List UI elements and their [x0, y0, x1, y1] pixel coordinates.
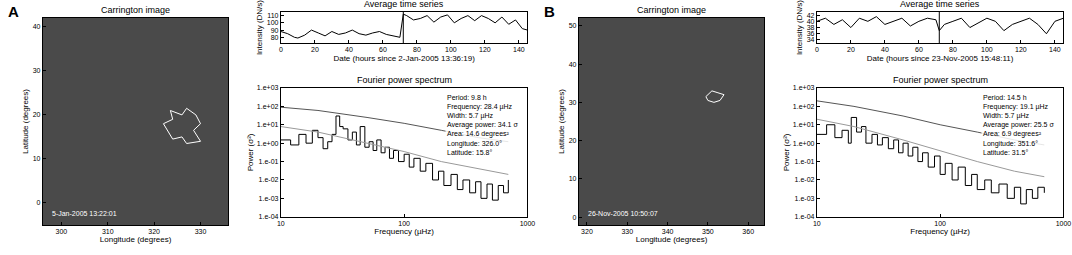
svg-text:0: 0	[815, 46, 819, 53]
svg-text:310: 310	[102, 228, 114, 235]
svg-text:350: 350	[702, 228, 714, 235]
svg-text:20: 20	[33, 111, 41, 118]
svg-text:Intensity (DN/s): Intensity (DN/s)	[795, 0, 804, 55]
svg-text:340: 340	[662, 228, 674, 235]
svg-text:100: 100	[267, 19, 279, 26]
svg-text:1.e-02: 1.e-02	[795, 176, 815, 183]
svg-text:Fourier power spectrum: Fourier power spectrum	[357, 75, 452, 85]
svg-text:140: 140	[1049, 46, 1061, 53]
svg-text:360: 360	[742, 228, 754, 235]
svg-text:Longitude (degrees): Longitude (degrees)	[100, 235, 172, 244]
svg-text:Carrington image: Carrington image	[101, 5, 170, 15]
svg-text:Latitude (degrees): Latitude (degrees)	[557, 89, 566, 154]
svg-text:30: 30	[569, 99, 577, 106]
svg-text:Frequency (µHz): Frequency (µHz)	[910, 227, 970, 236]
svg-text:40: 40	[345, 46, 353, 53]
svg-text:80: 80	[949, 46, 957, 53]
svg-text:26-Nov-2005 10:50:07: 26-Nov-2005 10:50:07	[588, 210, 658, 217]
svg-text:40: 40	[569, 61, 577, 68]
svg-text:30: 30	[33, 67, 41, 74]
svg-text:42: 42	[807, 12, 815, 19]
svg-text:10: 10	[33, 155, 41, 162]
svg-text:Date (hours since 23-Nov-2005: Date (hours since 23-Nov-2005 15:48:11)	[867, 54, 1014, 63]
svg-text:Average time series: Average time series	[900, 0, 980, 9]
svg-text:38: 38	[807, 24, 815, 31]
svg-text:50: 50	[569, 22, 577, 29]
svg-text:B: B	[544, 3, 555, 20]
svg-text:1.e+01: 1.e+01	[793, 121, 815, 128]
svg-text:A: A	[8, 3, 19, 20]
svg-text:40: 40	[881, 46, 889, 53]
svg-text:1.e+00: 1.e+00	[257, 140, 279, 147]
svg-text:1.e+00: 1.e+00	[793, 140, 815, 147]
svg-text:320: 320	[148, 228, 160, 235]
svg-text:1000: 1000	[520, 220, 536, 227]
svg-text:100: 100	[934, 220, 946, 227]
svg-text:80: 80	[271, 34, 279, 41]
svg-text:1.e-01: 1.e-01	[259, 158, 279, 165]
svg-text:Latitude (degrees): Latitude (degrees)	[21, 89, 30, 154]
svg-text:0: 0	[37, 199, 41, 206]
svg-text:140: 140	[513, 46, 525, 53]
svg-text:60: 60	[379, 46, 387, 53]
svg-text:1.e-02: 1.e-02	[259, 176, 279, 183]
svg-text:0: 0	[279, 46, 283, 53]
svg-text:20: 20	[569, 137, 577, 144]
svg-text:Date (hours since 2-Jan-2005 1: Date (hours since 2-Jan-2005 13:36:19)	[333, 54, 475, 63]
svg-text:100: 100	[445, 46, 457, 53]
svg-text:34: 34	[807, 36, 815, 43]
svg-text:110: 110	[267, 12, 278, 19]
svg-text:Fourier power spectrum: Fourier power spectrum	[893, 75, 988, 85]
svg-text:1.e+03: 1.e+03	[793, 84, 815, 91]
svg-text:330: 330	[195, 228, 207, 235]
svg-text:Period: 9.8 hFrequency: 28.4 µ: Period: 9.8 hFrequency: 28.4 µHzWidth: 5…	[447, 94, 518, 156]
svg-text:80: 80	[413, 46, 421, 53]
svg-text:10: 10	[277, 220, 285, 227]
svg-text:1.e-01: 1.e-01	[795, 158, 815, 165]
svg-text:1.e-03: 1.e-03	[795, 195, 815, 202]
svg-text:36: 36	[807, 30, 815, 37]
svg-text:10: 10	[569, 175, 577, 182]
svg-text:330: 330	[621, 228, 633, 235]
svg-text:1.e+01: 1.e+01	[257, 121, 279, 128]
svg-text:60: 60	[915, 46, 923, 53]
svg-text:1.e+03: 1.e+03	[257, 84, 279, 91]
svg-text:90: 90	[271, 27, 279, 34]
svg-text:Frequency (µHz): Frequency (µHz)	[374, 227, 434, 236]
svg-text:Average time series: Average time series	[364, 0, 444, 9]
svg-text:Longitude (degrees): Longitude (degrees)	[636, 235, 708, 244]
svg-text:1.e-04: 1.e-04	[259, 213, 279, 220]
svg-text:Period: 14.5 hFrequency: 19.1: Period: 14.5 hFrequency: 19.1 µHzWidth: …	[983, 94, 1054, 156]
svg-text:300: 300	[56, 228, 68, 235]
svg-text:40: 40	[33, 23, 41, 30]
svg-text:5-Jan-2005 13:22:01: 5-Jan-2005 13:22:01	[52, 210, 117, 217]
svg-text:1000: 1000	[1056, 220, 1072, 227]
svg-text:20: 20	[311, 46, 319, 53]
svg-text:40: 40	[807, 18, 815, 25]
svg-text:320: 320	[581, 228, 593, 235]
svg-text:120: 120	[1015, 46, 1027, 53]
svg-text:120: 120	[479, 46, 491, 53]
svg-text:1.e-04: 1.e-04	[795, 213, 815, 220]
svg-text:Power (σ²): Power (σ²)	[782, 133, 791, 171]
svg-text:Power (σ²): Power (σ²)	[246, 133, 255, 171]
svg-text:1.e+02: 1.e+02	[793, 103, 815, 110]
svg-text:0: 0	[573, 214, 577, 221]
svg-text:1.e-03: 1.e-03	[259, 195, 279, 202]
svg-text:10: 10	[813, 220, 821, 227]
svg-text:1.e+02: 1.e+02	[257, 103, 279, 110]
svg-text:100: 100	[981, 46, 993, 53]
svg-text:Carrington image: Carrington image	[637, 5, 706, 15]
svg-text:Intensity (DN/s): Intensity (DN/s)	[255, 0, 264, 55]
svg-text:20: 20	[847, 46, 855, 53]
svg-text:100: 100	[398, 220, 410, 227]
